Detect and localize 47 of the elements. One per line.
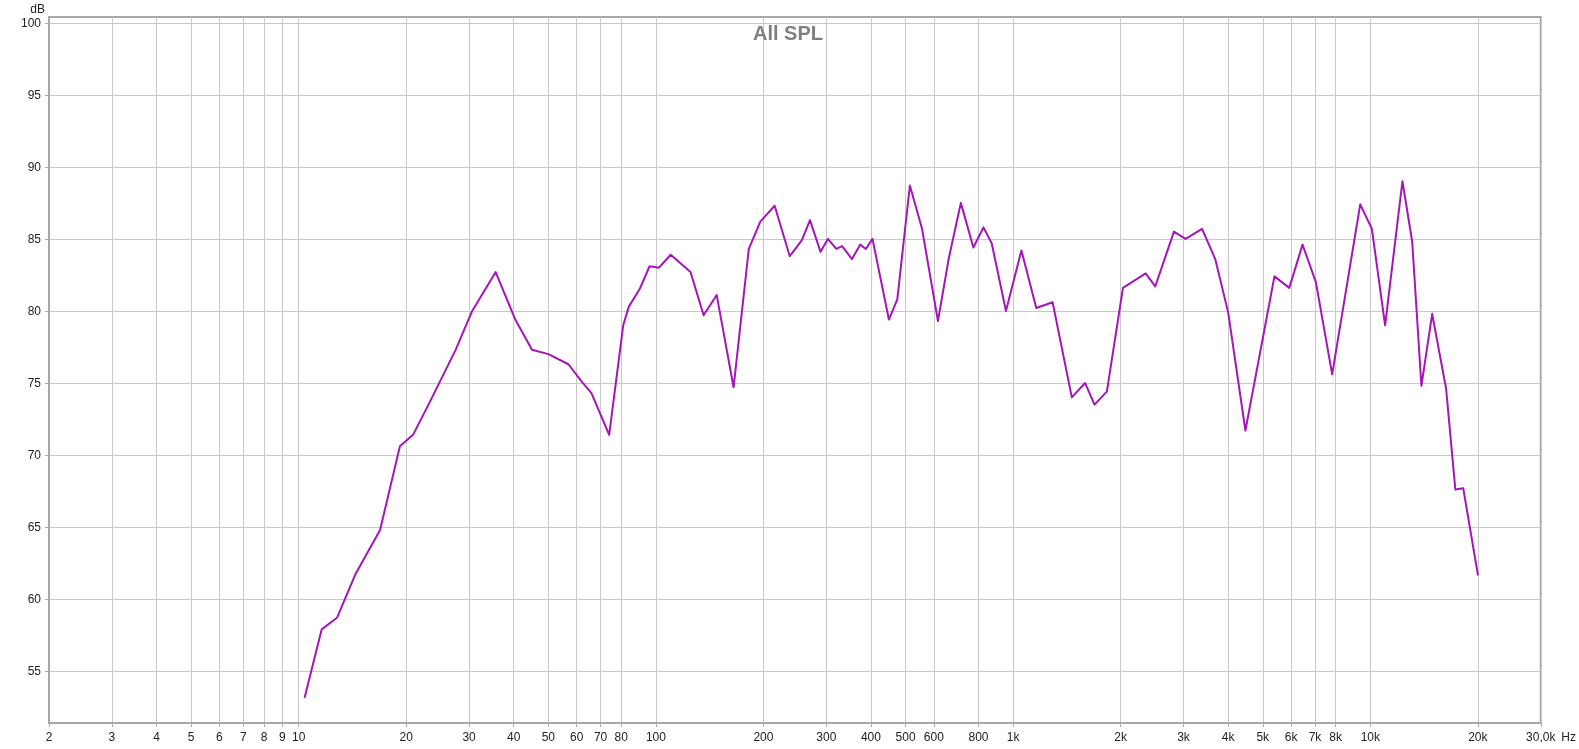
x-tick-label: 20k xyxy=(1468,730,1489,744)
x-tick-label: 8 xyxy=(260,730,268,744)
x-tick-label: 1k xyxy=(1006,730,1021,744)
x-tick-label: 2 xyxy=(45,730,53,744)
x-tick-label: 7 xyxy=(240,730,247,744)
y-tick-label: 80 xyxy=(27,303,42,318)
x-tick-label: 5 xyxy=(187,730,195,744)
x-tick-label: 200 xyxy=(753,730,774,744)
x-tick-label: 100 xyxy=(645,730,667,744)
x-tick-label: 4k xyxy=(1221,730,1236,744)
x-tick-label: 60 xyxy=(569,730,584,744)
x-tick-label: 6 xyxy=(216,730,224,744)
y-tick-label: 75 xyxy=(27,375,42,390)
x-tick-label: 80 xyxy=(614,730,629,744)
x-tick-label: 300 xyxy=(816,730,837,744)
y-tick-label: 100 xyxy=(20,15,42,30)
x-tick-label: 600 xyxy=(923,730,945,744)
y-tick-label: 70 xyxy=(27,448,42,463)
chart-title: All SPL xyxy=(752,22,824,44)
x-tick-label: 30,0k xyxy=(1526,730,1557,744)
y-axis-title: dB xyxy=(30,2,45,16)
x-tick-label: 400 xyxy=(860,730,882,744)
x-tick-label: 2k xyxy=(1114,730,1128,744)
x-tick-label: 3k xyxy=(1177,730,1191,744)
x-tick-label: 10k xyxy=(1360,730,1381,744)
x-tick-label: 3 xyxy=(108,730,116,744)
x-tick-label: 7k xyxy=(1308,730,1323,744)
x-tick-label: 9 xyxy=(278,730,286,744)
x-tick-label: 70 xyxy=(593,730,608,744)
y-tick-label: 60 xyxy=(27,592,42,607)
y-tick-label: 90 xyxy=(27,159,42,174)
y-tick-label: 65 xyxy=(27,520,42,535)
x-tick-label: 20 xyxy=(399,730,414,744)
x-tick-label: 50 xyxy=(541,730,556,744)
x-axis-title: Hz xyxy=(1561,730,1577,744)
x-tick-label: 10 xyxy=(292,730,306,744)
x-tick-label: 5k xyxy=(1256,730,1271,744)
x-tick-label: 500 xyxy=(895,730,916,744)
x-tick-label: 30 xyxy=(462,730,477,744)
x-tick-label: 4 xyxy=(153,730,161,744)
x-tick-label: 8k xyxy=(1329,730,1344,744)
x-tick-label: 6k xyxy=(1284,730,1299,744)
y-tick-label: 85 xyxy=(27,231,42,246)
x-tick-label: 40 xyxy=(507,730,521,744)
y-tick-label: 95 xyxy=(27,87,42,102)
x-tick-label: 800 xyxy=(968,730,989,744)
y-tick-label: 55 xyxy=(27,664,42,679)
